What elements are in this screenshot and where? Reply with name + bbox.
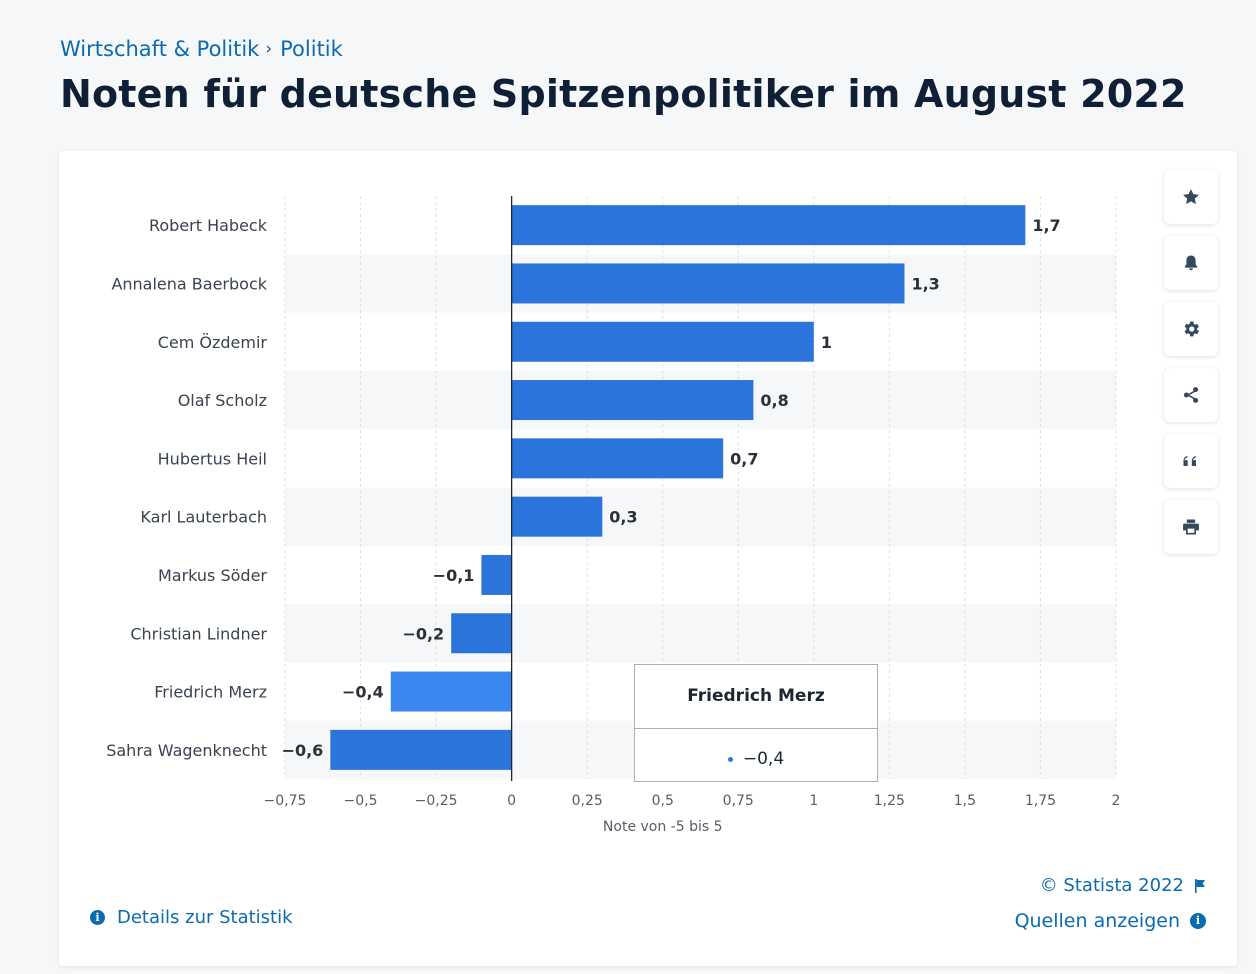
chart-tooltip: Friedrich Merz −0,4 bbox=[634, 664, 878, 782]
bar bbox=[330, 730, 511, 770]
copyright[interactable]: © Statista 2022 bbox=[1040, 875, 1206, 896]
share-button[interactable] bbox=[1164, 368, 1218, 422]
bell-icon bbox=[1181, 253, 1201, 273]
print-icon bbox=[1181, 517, 1201, 537]
settings-button[interactable] bbox=[1164, 302, 1218, 356]
bar bbox=[391, 672, 512, 712]
sources-link[interactable]: Quellen anzeigen i bbox=[1015, 910, 1206, 932]
bar bbox=[512, 205, 1026, 245]
tooltip-body: −0,4 bbox=[635, 729, 877, 769]
data-label: 0,7 bbox=[730, 449, 758, 468]
category-label: Robert Habeck bbox=[149, 216, 268, 235]
notification-button[interactable] bbox=[1164, 236, 1218, 290]
quote-icon bbox=[1181, 451, 1201, 471]
share-icon bbox=[1181, 385, 1201, 405]
category-label: Hubertus Heil bbox=[158, 449, 267, 468]
x-tick-label: −0,75 bbox=[264, 793, 307, 809]
category-label: Annalena Baerbock bbox=[111, 274, 267, 293]
x-tick-label: 0,25 bbox=[572, 793, 603, 809]
star-icon bbox=[1181, 187, 1201, 207]
favorite-button[interactable] bbox=[1164, 170, 1218, 224]
data-label: −0,2 bbox=[402, 624, 444, 643]
tooltip-title: Friedrich Merz bbox=[635, 665, 877, 729]
x-axis-label: Note von -5 bis 5 bbox=[603, 819, 723, 835]
x-tick-label: −0,25 bbox=[415, 793, 458, 809]
data-label: 1,3 bbox=[911, 274, 939, 293]
category-label: Sahra Wagenknecht bbox=[106, 741, 267, 760]
category-label: Friedrich Merz bbox=[154, 683, 267, 702]
data-label: −0,1 bbox=[433, 566, 475, 585]
data-label: 1 bbox=[821, 333, 832, 352]
bar bbox=[481, 555, 511, 595]
chart-card: Robert Habeck 1,7 Annalena Baerbock 1,3 Cem … bbox=[59, 151, 1237, 966]
x-tick-label: 0,75 bbox=[723, 793, 754, 809]
breadcrumb-current-link[interactable]: Politik bbox=[280, 37, 343, 61]
page-title: Noten für deutsche Spitzenpolitiker im A… bbox=[60, 72, 1187, 116]
x-tick-label: 1,75 bbox=[1025, 793, 1056, 809]
tooltip-value: −0,4 bbox=[743, 749, 784, 769]
bar bbox=[512, 263, 905, 303]
details-label: Details zur Statistik bbox=[117, 907, 293, 928]
row-band bbox=[285, 488, 1116, 546]
info-icon: i bbox=[1190, 913, 1206, 929]
data-label: 0,8 bbox=[760, 391, 788, 410]
x-tick-label: 1 bbox=[809, 793, 818, 809]
cite-button[interactable] bbox=[1164, 434, 1218, 488]
info-icon: i bbox=[90, 910, 105, 925]
bar bbox=[512, 497, 603, 537]
x-tick-label: 0,5 bbox=[652, 793, 674, 809]
x-tick-label: 0 bbox=[507, 793, 516, 809]
sources-label: Quellen anzeigen bbox=[1015, 910, 1180, 932]
x-tick-label: 2 bbox=[1112, 793, 1121, 809]
bar bbox=[512, 380, 754, 420]
data-label: 1,7 bbox=[1032, 216, 1060, 235]
breadcrumb-parent-link[interactable]: Wirtschaft & Politik bbox=[60, 37, 259, 61]
copyright-text: © Statista 2022 bbox=[1040, 875, 1184, 896]
x-tick-label: 1,5 bbox=[954, 793, 976, 809]
tooltip-series-dot bbox=[728, 757, 733, 762]
category-label: Cem Özdemir bbox=[158, 333, 268, 352]
data-label: 0,3 bbox=[609, 508, 637, 527]
category-label: Karl Lauterbach bbox=[140, 508, 267, 527]
bar bbox=[512, 438, 724, 478]
x-tick-label: 1,25 bbox=[874, 793, 905, 809]
flag-icon bbox=[1194, 879, 1206, 893]
category-label: Olaf Scholz bbox=[178, 391, 267, 410]
breadcrumb: Wirtschaft & Politik › Politik bbox=[60, 36, 343, 61]
print-button[interactable] bbox=[1164, 500, 1218, 554]
data-label: −0,6 bbox=[282, 741, 324, 760]
category-label: Markus Söder bbox=[158, 566, 267, 585]
breadcrumb-separator: › bbox=[265, 39, 272, 59]
bar bbox=[512, 322, 814, 362]
data-label: −0,4 bbox=[342, 683, 384, 702]
gear-icon bbox=[1181, 319, 1201, 339]
x-tick-label: −0,5 bbox=[344, 793, 378, 809]
category-label: Christian Lindner bbox=[130, 624, 267, 643]
details-link[interactable]: i Details zur Statistik bbox=[90, 907, 293, 928]
bar bbox=[451, 613, 511, 653]
